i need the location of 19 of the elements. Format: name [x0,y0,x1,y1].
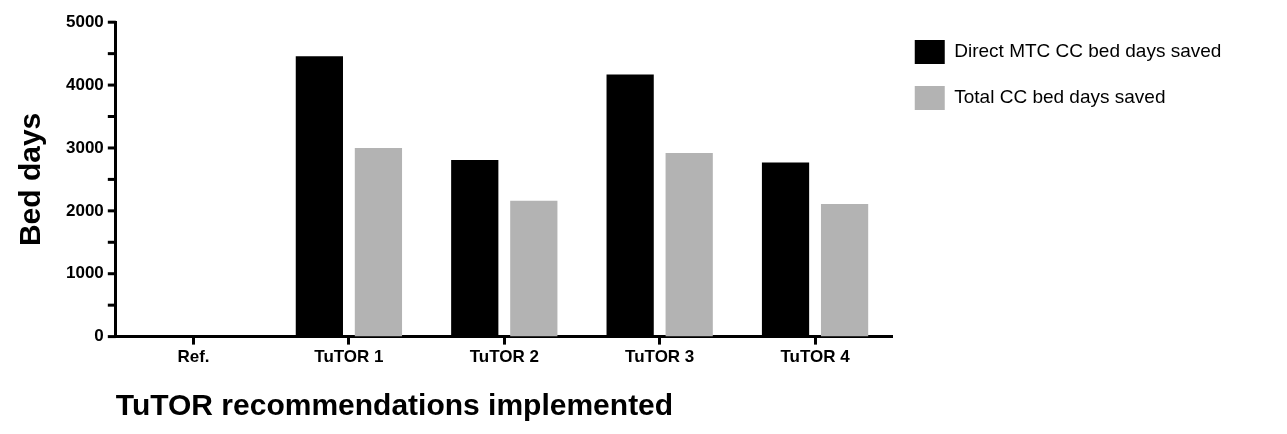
bar [820,203,869,337]
x-tick-label: Ref. [177,347,210,367]
y-tick-label: 4000 [65,74,104,94]
bar [665,152,713,337]
y-tick-label: 1000 [65,263,104,283]
x-tick-label: TuTOR 4 [780,347,851,367]
y-tick-label: 3000 [65,137,104,157]
legend-label: Total CC bed days saved [954,86,1166,108]
y-axis-title: Bed days [13,112,47,247]
legend-label: Direct MTC CC bed days saved [954,40,1222,62]
y-tick-label: 5000 [65,11,104,31]
bar [354,147,403,337]
x-tick-label: TuTOR 3 [625,347,695,367]
x-tick-label: TuTOR 2 [469,347,539,367]
bar [510,200,558,337]
y-tick-label: 2000 [65,200,104,220]
x-axis-title: TuTOR recommendations implemented [115,388,674,422]
y-tick-label: 0 [94,326,104,346]
x-tick-label: TuTOR 1 [314,347,384,367]
